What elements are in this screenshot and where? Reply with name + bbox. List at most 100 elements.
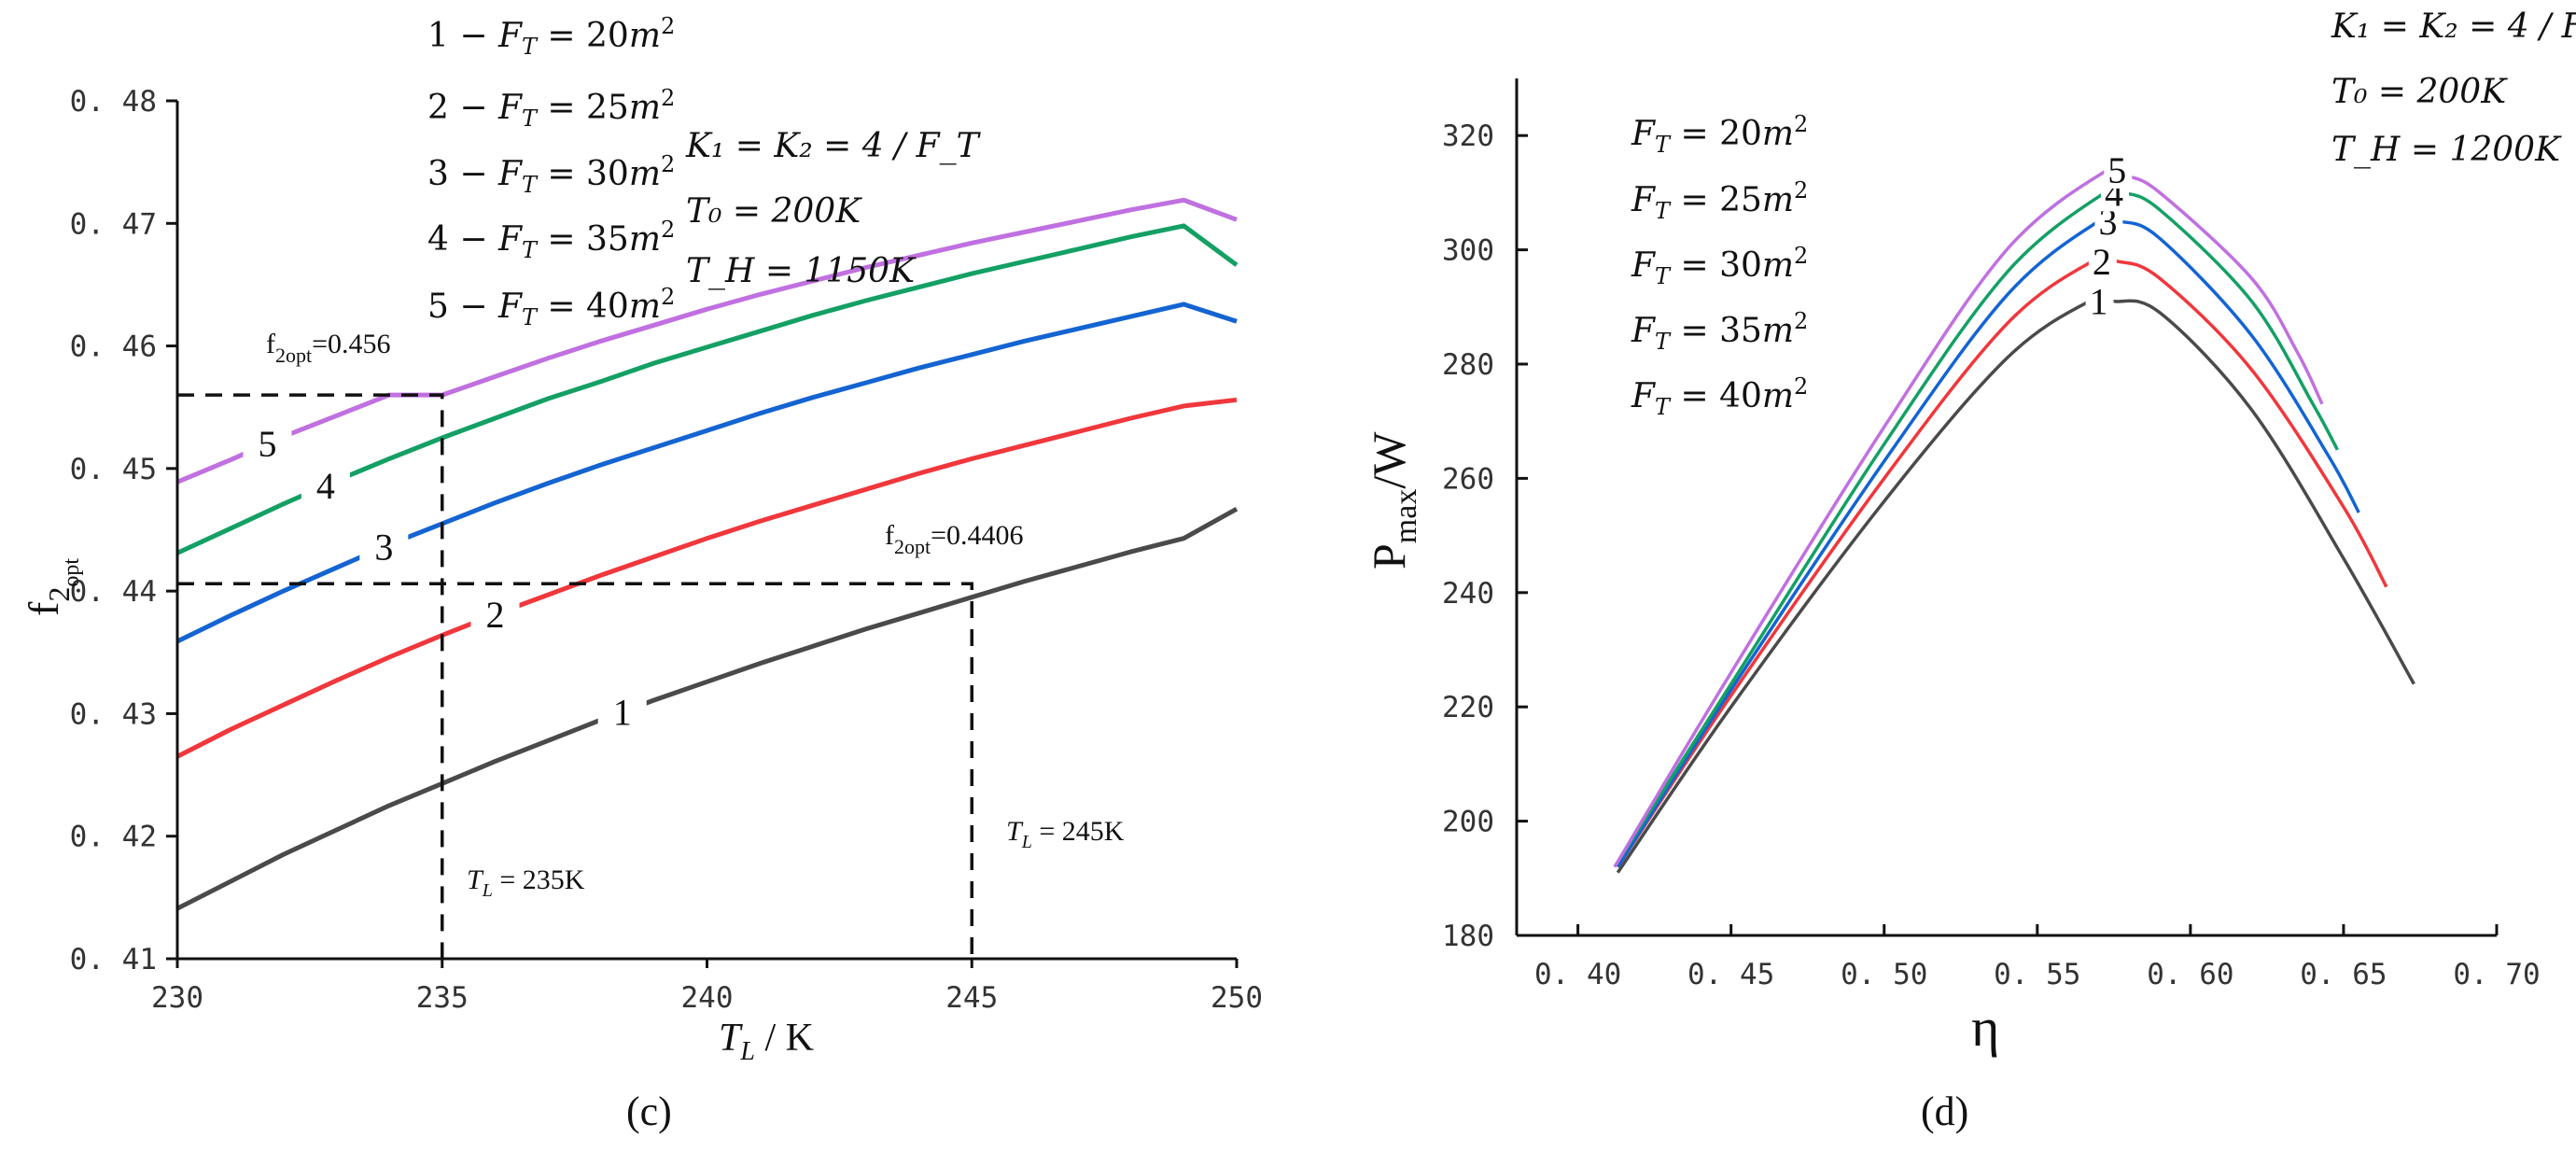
- svg-text:FT = 20m2: FT = 20m2: [1631, 111, 1808, 158]
- d-legend-2: FT = 25m2: [1631, 177, 1808, 224]
- d-x-tick-label: 0. 55: [1994, 958, 2080, 991]
- c-annotation-04406: f2opt=0.4406: [885, 520, 1024, 558]
- c-x-tick-label: 245: [945, 981, 998, 1015]
- c-curve-3: [175, 302, 1238, 644]
- d-caption: (d): [1921, 1089, 1968, 1134]
- c-curve-label-5: 5: [258, 423, 276, 465]
- c-x-tick-label: 240: [681, 981, 734, 1015]
- c-curve-5: [176, 197, 1238, 485]
- c-annotation-0456: f2opt=0.456: [266, 329, 391, 367]
- c-curve-label-gap-1: [597, 685, 647, 735]
- d-x-tick-label: 0. 65: [2300, 958, 2387, 991]
- d-y-tick-label: 260: [1442, 462, 1494, 496]
- d-ticks: 0. 40 0. 45 0. 50 0. 55 0. 60 0. 65 0. 70 180 20…: [1442, 119, 2541, 991]
- c-param-th: T_H = 1150K: [686, 252, 917, 290]
- d-param-t0: T₀ = 200K: [2331, 73, 2508, 111]
- d-legend-3-val: 30: [1719, 246, 1762, 285]
- d-legend-2-val: 25: [1719, 181, 1762, 219]
- d-legend-3: FT = 30m2: [1631, 243, 1808, 289]
- d-legend-1-val: 20: [1719, 115, 1762, 153]
- d-x-tick-label: 0. 70: [2453, 958, 2540, 991]
- c-x-tick-label: 230: [151, 981, 203, 1015]
- svg-text:FT = 30m2: FT = 30m2: [1631, 243, 1808, 289]
- c-curve-4: [175, 223, 1239, 555]
- c-y-tick-label: 0. 44: [70, 575, 157, 609]
- svg-text:FT = 40m2: FT = 40m2: [1631, 373, 1808, 420]
- c-y-tick-label: 0. 47: [70, 207, 157, 241]
- c-legend-3: 3 − FT = 30m2: [427, 151, 675, 198]
- c-annotation-tl-235: TL = 235K: [467, 864, 585, 901]
- c-legend-5: 5 − FT = 40m2: [427, 284, 675, 330]
- c-y-tick-label: 0. 46: [70, 330, 157, 364]
- c-curve-label-gap-2: [470, 588, 520, 638]
- c-curve-label-gap-5: [243, 417, 292, 467]
- c-curve-2: [175, 397, 1238, 759]
- c-x-axis-label: TL / K: [719, 1017, 814, 1066]
- c-legend-4-num: 4: [427, 220, 449, 259]
- c-legend: 1 − FT = 20m2 2 − FT = 25m2 3 − FT = 30m…: [427, 13, 675, 330]
- c-x-tick-label: 235: [416, 981, 469, 1015]
- d-y-tick-label: 300: [1442, 234, 1494, 268]
- c-legend-2: 2 − FT = 25m2: [427, 85, 675, 132]
- svg-text:FT = 35m2: FT = 35m2: [1631, 308, 1808, 355]
- d-curve-label-gap-3: [2094, 208, 2123, 240]
- c-legend-2-num: 2: [427, 89, 449, 127]
- d-x-tick-label: 0. 60: [2147, 958, 2233, 991]
- d-y-tick-label: 320: [1442, 119, 1494, 153]
- d-legend-5-val: 40: [1719, 377, 1762, 415]
- d-curve-label-gap-5: [2104, 156, 2133, 189]
- c-legend-5-val: 40: [586, 288, 629, 326]
- d-curve-3: [1616, 213, 2360, 868]
- d-param-k: K₁ = K₂ = 4 / F_T: [2331, 7, 2576, 46]
- d-curve-label-5: 5: [2107, 149, 2126, 191]
- c-param-k: K₁ = K₂ = 4 / F_T: [685, 127, 982, 165]
- c-legend-1: 1 − FT = 20m2: [427, 13, 675, 60]
- c-legend-5-num: 5: [427, 288, 449, 326]
- d-x-axis-label: η: [1971, 997, 1999, 1058]
- c-curve-1: [175, 507, 1239, 911]
- svg-text:5 − FT = 40m2: 5 − FT = 40m2: [427, 284, 675, 330]
- c-caption: (c): [626, 1089, 672, 1134]
- svg-text:FT = 25m2: FT = 25m2: [1631, 177, 1808, 224]
- d-legend-5: FT = 40m2: [1631, 373, 1808, 420]
- d-legend-4: FT = 35m2: [1631, 308, 1808, 355]
- d-curve-label-2: 2: [2093, 241, 2111, 283]
- c-legend-1-num: 1: [427, 17, 449, 55]
- c-y-tick-label: 0. 42: [70, 821, 157, 854]
- c-curve-label-1: 1: [613, 692, 632, 734]
- d-curve-label-gap-2: [2088, 247, 2117, 280]
- d-legend-4-val: 35: [1719, 312, 1762, 350]
- svg-text:2 − FT = 25m2: 2 − FT = 25m2: [427, 85, 675, 132]
- c-reference-lines: [177, 393, 973, 959]
- svg-text:1 − FT = 20m2: 1 − FT = 20m2: [427, 13, 675, 60]
- d-y-tick-label: 240: [1442, 577, 1494, 611]
- d-legend: FT = 20m2 FT = 25m2 FT = 30m2 FT = 35m2 …: [1631, 111, 1808, 420]
- d-param-th: T_H = 1200K: [2331, 131, 2562, 169]
- d-y-axis-label: Pmax/W: [1363, 431, 1423, 569]
- c-y-tick-label: 0. 41: [70, 943, 157, 976]
- c-curve-label-3: 3: [374, 527, 393, 569]
- c-legend-1-val: 20: [586, 17, 629, 55]
- c-legend-4-val: 35: [586, 220, 629, 259]
- c-legend-3-num: 3: [427, 155, 449, 193]
- d-curve-label-1: 1: [2090, 281, 2108, 323]
- c-legend-3-val: 30: [586, 155, 629, 193]
- c-param-t0: T₀ = 200K: [686, 192, 862, 231]
- svg-text:4 − FT = 35m2: 4 − FT = 35m2: [427, 217, 675, 263]
- d-legend-1: FT = 20m2: [1631, 111, 1808, 158]
- d-y-tick-label: 180: [1442, 920, 1494, 953]
- svg-text:3 − FT = 30m2: 3 − FT = 30m2: [427, 151, 675, 198]
- d-x-tick-label: 0. 45: [1687, 958, 1774, 991]
- c-x-tick-label: 250: [1211, 981, 1263, 1015]
- c-params: K₁ = K₂ = 4 / F_T T₀ = 200K T_H = 1150K: [685, 127, 982, 290]
- c-curve-label-4: 4: [316, 465, 335, 507]
- c-legend-2-val: 25: [586, 89, 629, 127]
- c-y-tick-label: 0. 43: [70, 697, 157, 731]
